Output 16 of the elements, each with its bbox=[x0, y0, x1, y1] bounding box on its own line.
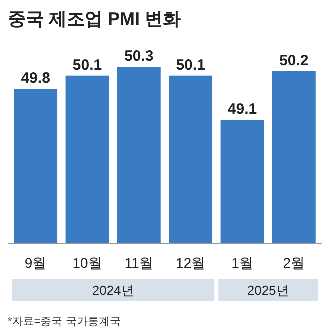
data-label: 49.8 bbox=[21, 70, 50, 88]
annotation: 2025년 bbox=[247, 283, 290, 298]
annotation: *자료=중국 국가통계국 bbox=[8, 316, 121, 328]
x-tick-label: 11월 bbox=[124, 255, 154, 271]
data-label: 50.3 bbox=[124, 48, 154, 65]
x-tick-label: 2월 bbox=[283, 255, 306, 271]
annotation: 2024년 bbox=[92, 283, 134, 298]
x-tick-label: 12월 bbox=[176, 255, 206, 271]
x-tick-label: 9월 bbox=[24, 255, 47, 271]
data-label: 50.1 bbox=[176, 56, 206, 74]
title: 중국 제조업 PMI 변화 bbox=[8, 9, 182, 29]
x-tick-label: 10월 bbox=[72, 255, 102, 271]
data-label: 50.1 bbox=[72, 56, 102, 74]
data-label: 50.2 bbox=[280, 52, 309, 70]
data-label: 49.1 bbox=[228, 101, 258, 118]
x-tick-label: 1월 bbox=[232, 255, 254, 271]
